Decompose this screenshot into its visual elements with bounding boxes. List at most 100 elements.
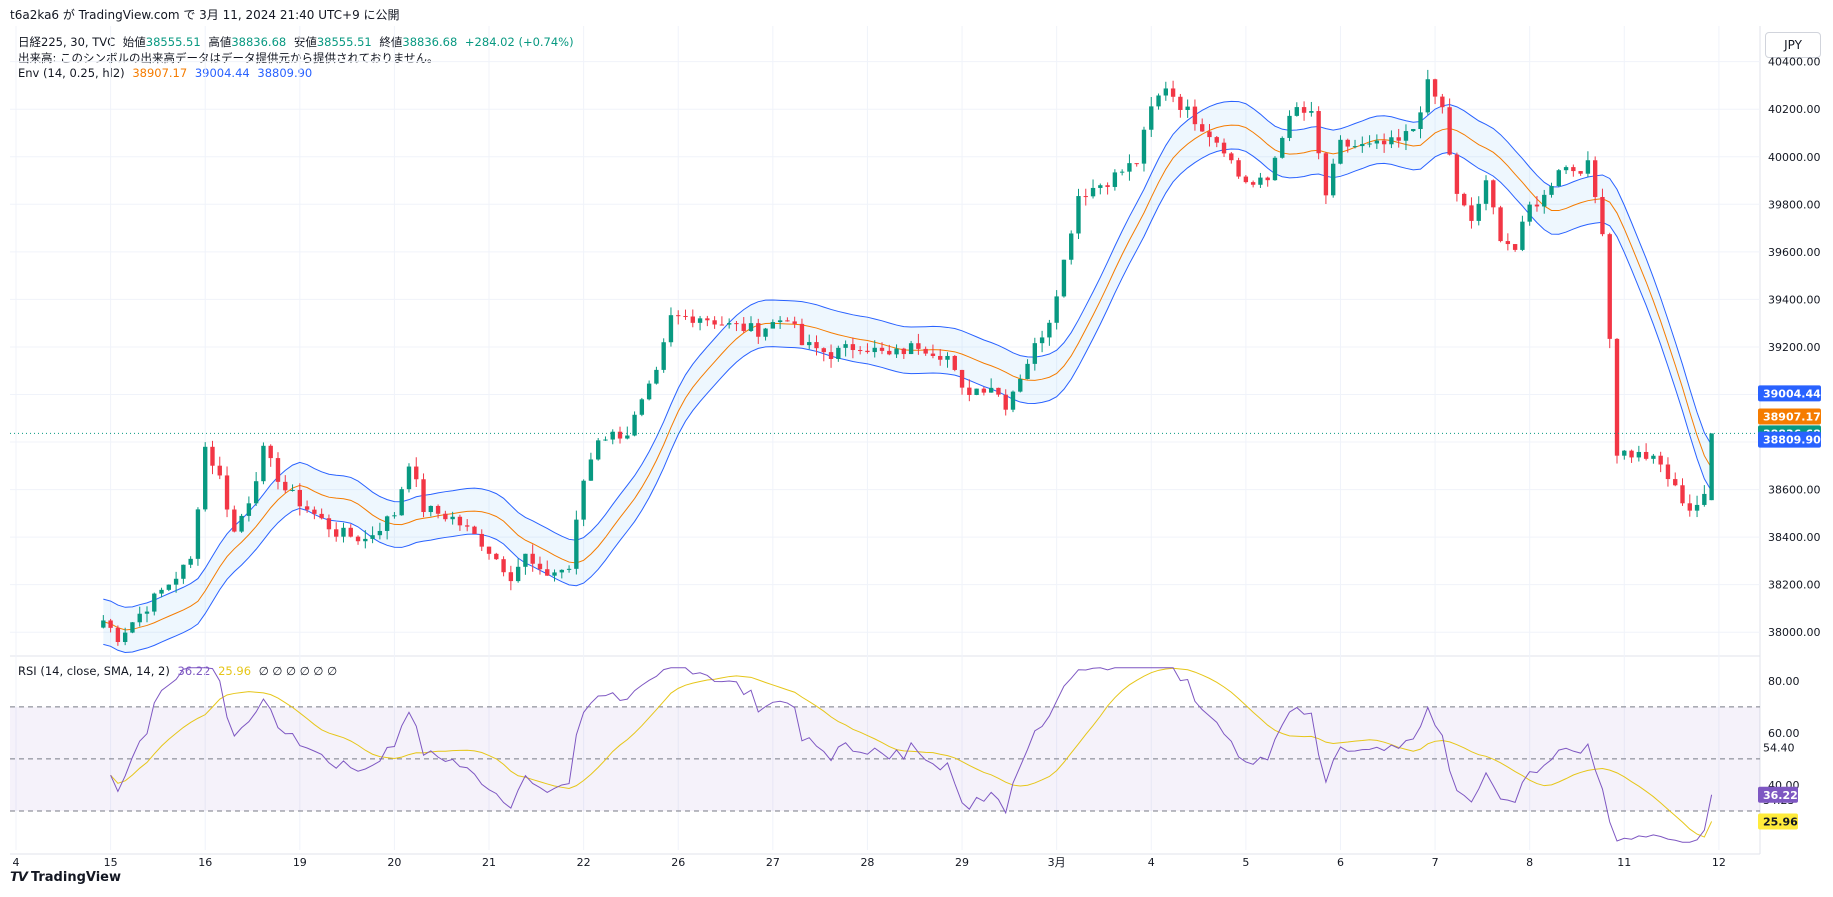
candle-body — [545, 569, 550, 576]
candle-body — [792, 321, 797, 324]
candle-body — [384, 516, 390, 531]
candle-body — [1105, 185, 1110, 187]
candle-body — [101, 620, 106, 628]
candle-body — [275, 458, 281, 482]
candle-body — [930, 353, 936, 356]
candle-body — [683, 315, 688, 317]
tradingview-footer[interactable]: 𝙏𝙑 TradingView — [10, 870, 121, 885]
price-label-text: 38809.90 — [1763, 434, 1821, 447]
candle-body — [1520, 221, 1525, 250]
rsi-label-tag — [1758, 786, 1798, 803]
candle-body — [1192, 106, 1198, 125]
candle-body — [261, 445, 266, 482]
candle-body — [122, 632, 128, 643]
candle-body — [188, 558, 193, 565]
candle-body — [1250, 182, 1256, 185]
time-tick-label: 27 — [766, 856, 780, 869]
candle-body — [1600, 196, 1605, 235]
time-tick-label: 22 — [577, 856, 591, 869]
candle-body — [1556, 170, 1561, 187]
candle-body — [996, 387, 1001, 395]
time-tick-label: 6 — [1337, 856, 1344, 869]
price-label-text: 38836.68 — [1763, 427, 1821, 440]
candle-body — [1236, 160, 1241, 177]
candle-body — [1505, 241, 1511, 245]
change-value: +284.02 (+0.74%) — [464, 35, 574, 49]
candle-body — [1069, 233, 1074, 260]
candle-body — [1403, 131, 1409, 141]
candle-body — [1265, 177, 1270, 181]
candle-body — [1054, 296, 1059, 323]
candle-body — [1440, 96, 1445, 108]
envelope-fill — [103, 101, 1712, 653]
candle-body — [1527, 204, 1532, 222]
candle-body — [1010, 391, 1016, 410]
candle-body — [1316, 111, 1321, 154]
candle-body — [617, 431, 623, 439]
candle-body — [959, 369, 965, 388]
rsi-ma-line — [110, 667, 1713, 838]
candle-body — [799, 323, 805, 346]
candle-body — [916, 343, 921, 349]
time-tick-label: 16 — [198, 856, 212, 869]
candle-body — [1702, 493, 1707, 505]
candle-body — [1352, 146, 1358, 148]
candle-body — [1389, 137, 1394, 145]
price-tick-label: 39600.00 — [1768, 246, 1821, 259]
price-tick-label: 38000.00 — [1768, 626, 1821, 639]
candle-body — [639, 399, 645, 415]
candle-body — [1476, 203, 1481, 221]
candle-body — [574, 519, 579, 569]
candle-body — [1592, 160, 1598, 197]
candle-body — [508, 572, 514, 582]
price-tick-label: 39800.00 — [1768, 198, 1821, 211]
candle-body — [130, 622, 135, 633]
candle-body — [1425, 79, 1430, 113]
candle-body — [1018, 378, 1023, 392]
candle-body — [1673, 479, 1678, 486]
time-tick-label: 29 — [955, 856, 969, 869]
candle-body — [632, 414, 637, 436]
candle-body — [486, 546, 492, 554]
rsi-legend: RSI (14, close, SMA, 14, 2) 36.22 25.96 … — [18, 664, 341, 678]
currency-selector[interactable]: JPY — [1765, 32, 1821, 58]
candle-body — [814, 342, 819, 349]
candle-body — [1687, 503, 1692, 511]
open-value: 38555.51 — [145, 35, 201, 49]
candle-body — [377, 530, 383, 536]
candle-body — [159, 589, 164, 594]
candle-body — [872, 347, 877, 353]
time-tick-label: 7 — [1432, 856, 1439, 869]
candle-body — [515, 566, 521, 582]
candle-body — [304, 506, 310, 510]
candle-body — [363, 538, 368, 542]
candle-body — [217, 465, 222, 476]
candle-body — [741, 323, 746, 331]
rsi-hidden-values: ∅ ∅ ∅ ∅ ∅ ∅ — [258, 664, 338, 678]
time-tick-label: 20 — [387, 856, 401, 869]
candle-body — [1061, 259, 1067, 297]
close-label: 終値 — [379, 35, 403, 49]
candle-body — [1272, 157, 1278, 181]
price-tick-label: 39400.00 — [1768, 293, 1821, 306]
candle-body — [756, 323, 761, 337]
candle-body — [1338, 139, 1343, 164]
candle-body — [283, 481, 288, 491]
candle-body — [1694, 504, 1700, 511]
candle-body — [603, 439, 608, 441]
candle-body — [967, 387, 972, 395]
candle-body — [115, 627, 121, 643]
time-tick-label: 4 — [1148, 856, 1155, 869]
candle-body — [334, 529, 339, 537]
candle-body — [1345, 139, 1350, 147]
candle-body — [712, 320, 717, 325]
candle-body — [1178, 96, 1183, 110]
candle-body — [1090, 187, 1096, 197]
candle-body — [843, 344, 848, 348]
candle-body — [646, 383, 652, 400]
candle-body — [887, 350, 892, 355]
candle-body — [1309, 111, 1314, 113]
candle-body — [494, 553, 499, 560]
candle-body — [319, 513, 324, 519]
